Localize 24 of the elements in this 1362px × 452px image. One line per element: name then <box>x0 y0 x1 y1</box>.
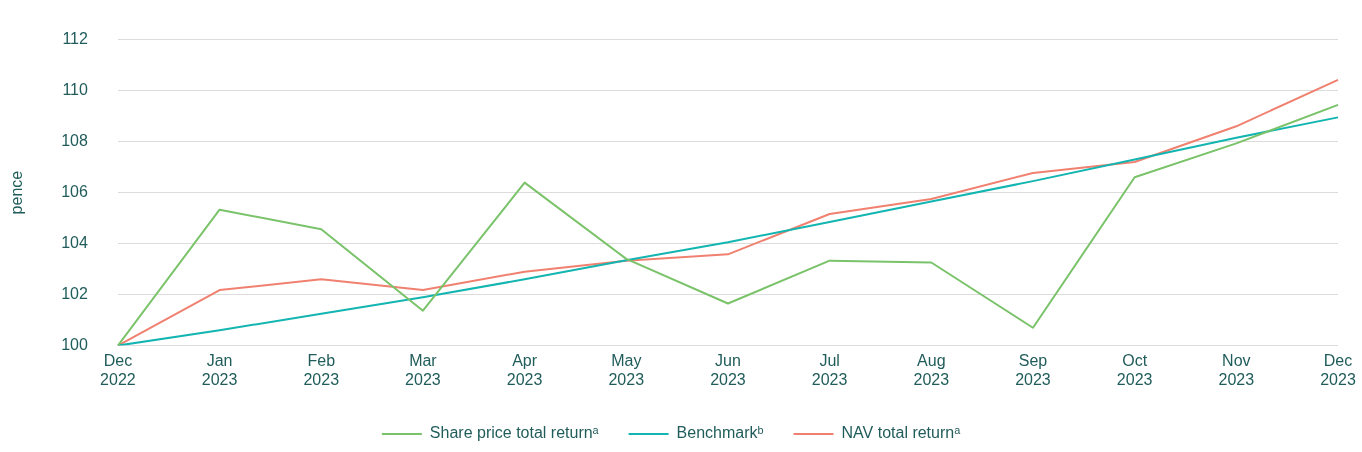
y-tick-label: 110 <box>62 81 88 99</box>
x-tick-label: Apr 2023 <box>506 351 543 388</box>
legend-label: Benchmarkᵇ <box>676 424 764 442</box>
y-tick-label: 112 <box>62 30 88 48</box>
x-tick-label: Jan 2023 <box>201 351 238 388</box>
x-tick-label: Mar 2023 <box>405 351 441 388</box>
x-tick-label: Oct 2023 <box>1116 351 1153 388</box>
y-axis-title: pence <box>8 170 26 215</box>
x-tick-label: Dec 2022 <box>100 351 136 388</box>
y-tick-label: 100 <box>61 336 88 354</box>
x-tick-label: Sep 2023 <box>1015 351 1051 388</box>
y-tick-label: 104 <box>61 234 88 252</box>
x-tick-label: Jun 2023 <box>710 351 746 388</box>
x-tick-label: Aug 2023 <box>913 351 950 388</box>
legend-label: Share price total returnᵃ <box>429 424 600 442</box>
y-tick-label: 108 <box>61 132 88 150</box>
legend-label: NAV total returnᵃ <box>841 424 962 442</box>
x-tick-label: Jul 2023 <box>811 351 848 388</box>
x-tick-label: Feb 2023 <box>303 351 340 388</box>
y-tick-label: 102 <box>61 285 88 303</box>
x-tick-label: May 2023 <box>608 351 645 388</box>
x-tick-label: Nov 2023 <box>1218 351 1255 388</box>
y-tick-label: 106 <box>61 183 88 201</box>
x-tick-label: Dec 2023 <box>1320 351 1356 388</box>
